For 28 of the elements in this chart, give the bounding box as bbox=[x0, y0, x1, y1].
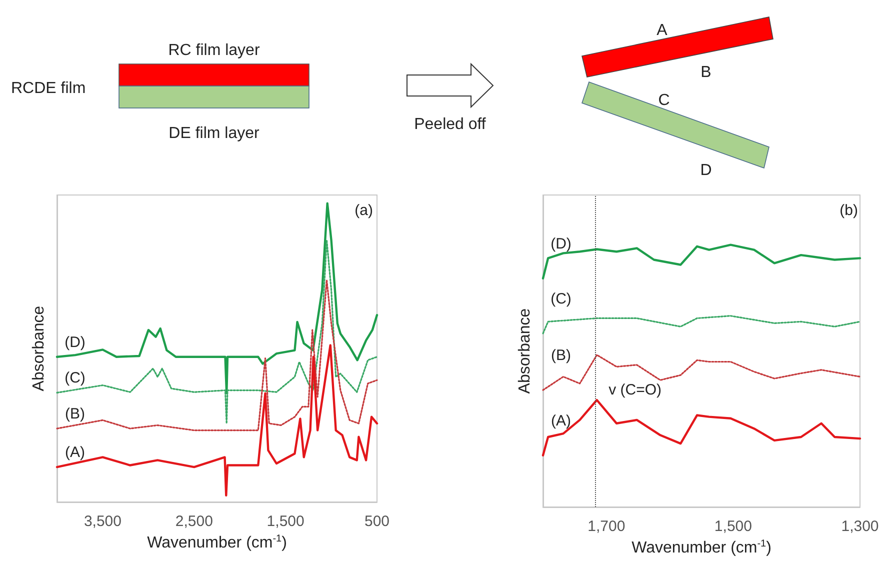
text: RCDE film bbox=[11, 80, 86, 97]
series-label: (B) bbox=[65, 406, 85, 423]
chart-title: (a) bbox=[354, 202, 374, 219]
x-tick-label: 1,500 bbox=[266, 513, 304, 530]
text: B bbox=[700, 64, 712, 81]
x-tick-label: 1,500 bbox=[714, 518, 752, 535]
text: RC film layer bbox=[168, 42, 260, 59]
series-label: (D) bbox=[64, 334, 86, 351]
ref-line-label: v (C=O) bbox=[608, 382, 662, 399]
text: D bbox=[700, 162, 712, 179]
x-tick-label: 1,700 bbox=[588, 518, 626, 535]
y-axis-title: Absorbance bbox=[516, 308, 534, 394]
x-tick-label: 3,500 bbox=[84, 513, 122, 530]
text: Peeled off bbox=[414, 116, 486, 133]
series-label: (B) bbox=[551, 347, 571, 364]
x-tick-label: 1,300 bbox=[841, 518, 879, 535]
x-tick-label: 2,500 bbox=[175, 513, 213, 530]
series-label: (A) bbox=[65, 444, 85, 462]
series-label: (D) bbox=[550, 235, 572, 252]
series-label: (C) bbox=[64, 370, 86, 387]
x-tick-label: 500 bbox=[364, 513, 390, 530]
chart-title: (b) bbox=[840, 202, 858, 219]
series-label: (A) bbox=[551, 412, 571, 430]
text: A bbox=[656, 22, 668, 39]
y-axis-title: Absorbance bbox=[30, 306, 48, 392]
text: C bbox=[658, 92, 670, 109]
series-label: (C) bbox=[550, 290, 572, 308]
text: DE film layer bbox=[168, 125, 260, 142]
